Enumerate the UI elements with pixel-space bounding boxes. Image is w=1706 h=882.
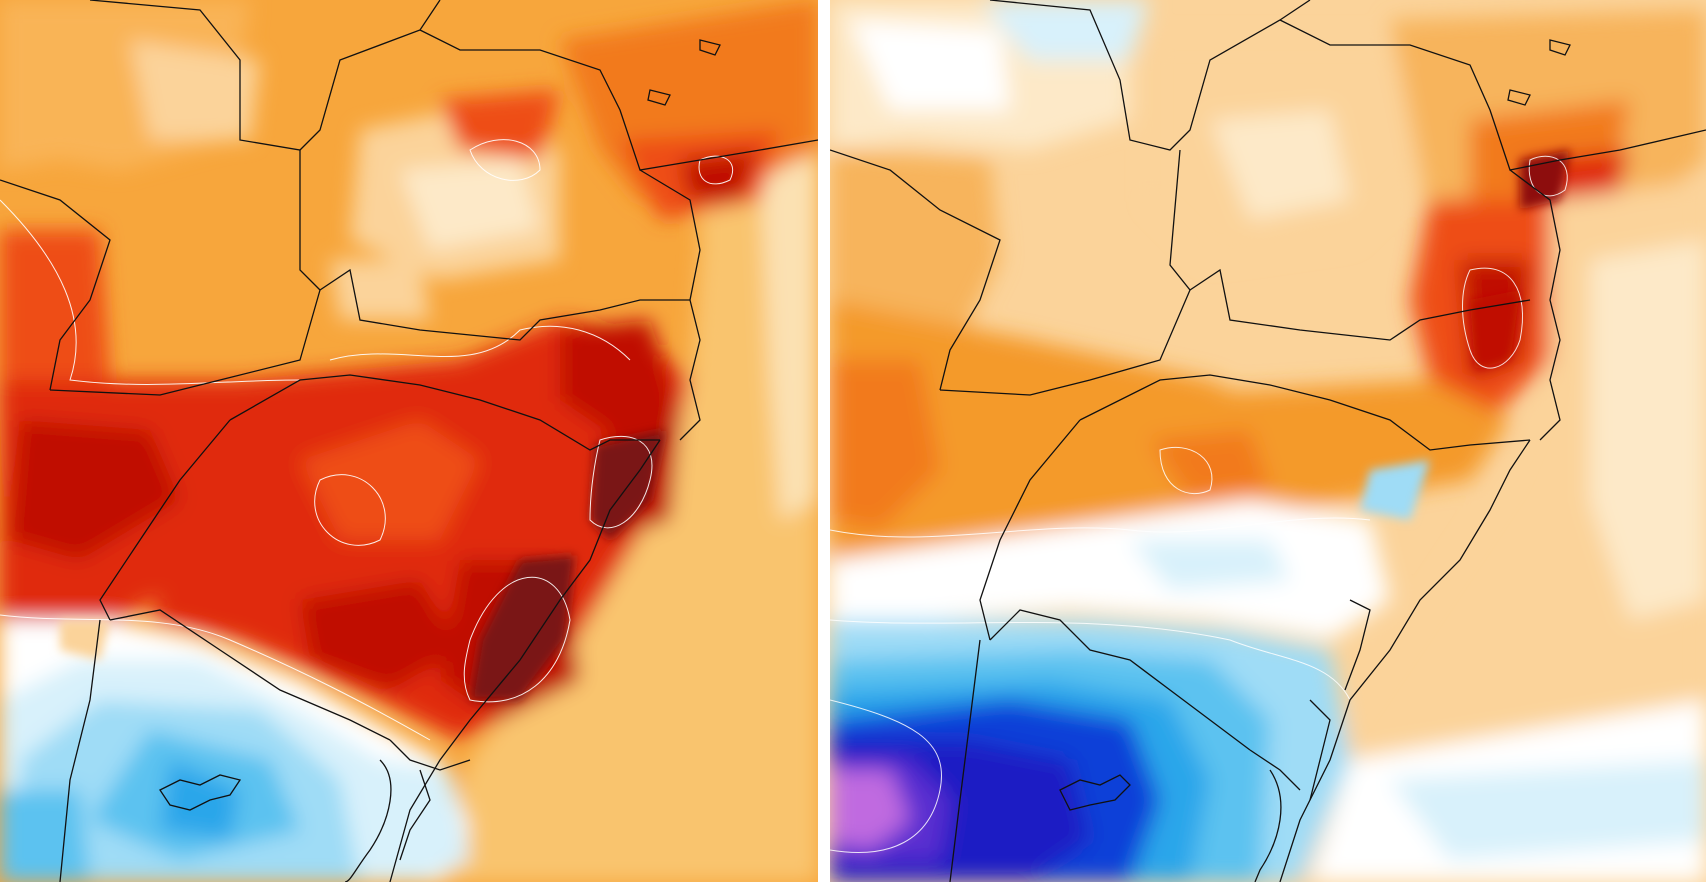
contour-lines-right [830, 155, 1568, 853]
map-panel-left [0, 0, 818, 882]
map-panel-right [830, 0, 1706, 882]
anomaly-map-left [0, 0, 818, 882]
borders-right [830, 0, 1706, 882]
contour-lines-left [0, 139, 734, 741]
anomaly-field-left [0, 0, 818, 882]
panel-divider [818, 0, 830, 882]
anomaly-hotspots-right [1360, 150, 1570, 520]
anomaly-map-right [830, 0, 1706, 882]
borders-left [0, 0, 818, 882]
anomaly-field-right [830, 0, 1706, 882]
